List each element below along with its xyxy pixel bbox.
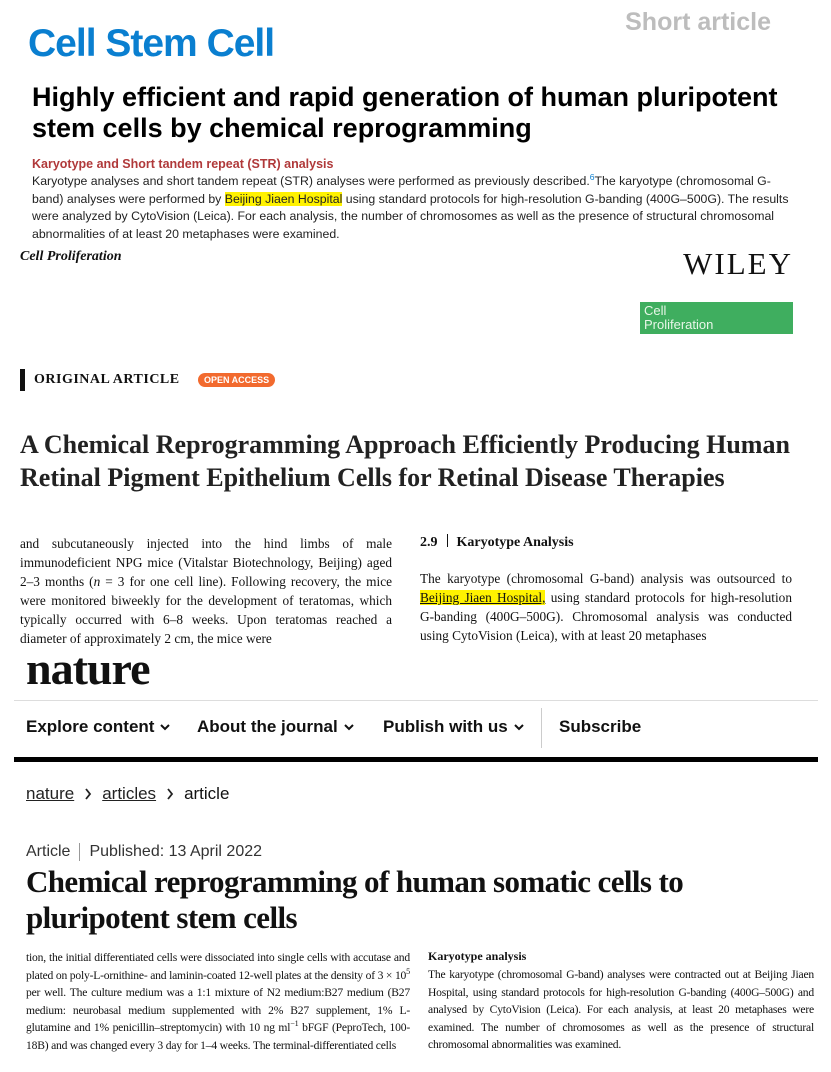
text: Karyotype analyses and short tandem repe… [32, 174, 590, 188]
section-title: Karyotype Analysis [456, 535, 574, 550]
chevron [167, 788, 174, 800]
nav-underline [14, 757, 818, 762]
text-italic: n [93, 574, 101, 589]
accent-bar [20, 369, 25, 391]
chevron [160, 724, 171, 731]
breadcrumb-link[interactable]: articles [102, 784, 157, 803]
published-date: Published: 13 April 2022 [89, 843, 263, 860]
highlight: Beijing Jiaen Hospital, [420, 590, 546, 605]
nav-item[interactable]: Explore content [26, 717, 171, 737]
article-type: Article [26, 843, 71, 860]
journal-logo: nature [26, 643, 150, 694]
section-heading: Karyotype analysis [428, 949, 527, 963]
nav-item[interactable]: Subscribe [559, 717, 641, 737]
journal-logo: Cell Stem Cell [28, 22, 275, 65]
breadcrumbs: nature articles article [26, 784, 229, 804]
divider [14, 700, 818, 701]
chevron [344, 724, 354, 731]
article-meta: Article Published: 13 April 2022 [26, 843, 262, 861]
text: The karyotype (chromosomal G-band) analy… [420, 571, 792, 586]
article-type: ORIGINAL ARTICLE [34, 372, 180, 387]
section-heading: 2.9 Karyotype Analysis [420, 534, 574, 551]
nav-label: About the journal [197, 717, 338, 736]
text: using standard protocols for high-resolu… [32, 191, 789, 241]
text: The karyotype (chromosomal G-band) analy… [32, 174, 771, 206]
text: bFGF (PeproTech, 100-18B) and was change… [26, 1021, 410, 1052]
text: per well. The culture medium was a 1:1 m… [26, 986, 410, 1034]
article-title: Chemical reprogramming of human somatic … [26, 864, 684, 935]
nav-item[interactable]: About the journal [197, 717, 354, 737]
section-heading: Karyotype and Short tandem repeat (STR) … [32, 157, 334, 171]
right-column: The karyotype (chromosomal G-band) analy… [428, 968, 814, 1051]
section-number: 2.9 [420, 535, 438, 550]
superscript: 5 [406, 966, 410, 976]
nav-divider [541, 708, 542, 748]
right-column: The karyotype (chromosomal G-band) analy… [420, 569, 792, 645]
chevron [85, 788, 92, 800]
body-text: Karyotype analyses and short tandem repe… [32, 173, 792, 243]
article-type: Short article [625, 8, 771, 36]
text: tion, the initial differentiated cells w… [26, 951, 410, 982]
nav-item[interactable]: Publish with us [383, 717, 524, 737]
text: and subcutaneously injected into the hin… [20, 536, 392, 589]
left-column: and subcutaneously injected into the hin… [20, 534, 392, 648]
nav-label: Subscribe [559, 717, 642, 736]
chevron [513, 724, 524, 731]
breadcrumb-link[interactable]: nature [26, 784, 75, 803]
nav-label: Publish with us [383, 717, 508, 736]
superscript: −1 [290, 1019, 299, 1029]
publisher-logo: WILEY [683, 246, 793, 281]
text: = 3 for one cell line). Following recove… [20, 574, 392, 646]
nav-label: Explore content [26, 717, 155, 736]
article-title: Highly efficient and rapid generation of… [32, 82, 778, 143]
journal-name: Cell Proliferation [20, 249, 122, 264]
text: using standard protocols for high-resolu… [420, 590, 792, 643]
article-title: A Chemical Reprogramming Approach Effici… [20, 430, 790, 492]
badge-line: Proliferation [644, 317, 714, 332]
badge-line: Cell [644, 303, 667, 318]
open-access-badge: OPEN ACCESS [198, 373, 276, 387]
highlight: Beijing Jiaen Hospital [224, 191, 343, 206]
breadcrumb-current: article [184, 784, 230, 803]
left-column: tion, the initial differentiated cells w… [26, 949, 410, 1054]
journal-badge: Cell Proliferation [640, 302, 793, 334]
reference: 6 [589, 171, 595, 182]
